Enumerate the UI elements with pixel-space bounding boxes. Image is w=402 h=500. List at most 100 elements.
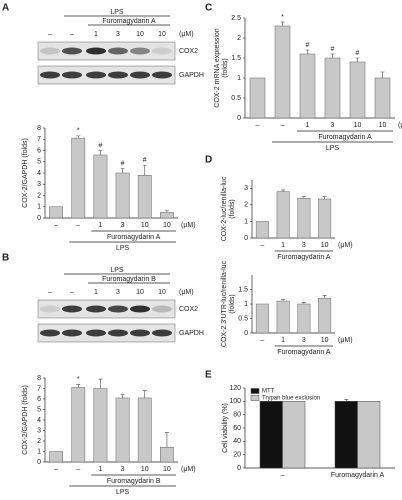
band	[40, 47, 60, 55]
error-bar	[281, 189, 286, 192]
x-tick-label: 3	[121, 466, 125, 473]
y-tick-label: 8	[37, 125, 41, 132]
significance-marker: #	[306, 42, 310, 49]
x-tick-label: 10	[321, 337, 329, 344]
y-tick-label: 2	[37, 438, 41, 445]
unit-label: (μM)	[338, 337, 353, 344]
blot-box	[37, 299, 176, 319]
treatment-label: LPS	[116, 489, 130, 496]
y-tick-label: 3	[244, 185, 248, 192]
y-tick-label: 1	[237, 75, 241, 82]
band	[152, 71, 172, 79]
compound-label: Furomagydarin A	[277, 254, 331, 261]
y-tick-label: 40	[233, 438, 241, 445]
panel-label: B	[2, 253, 9, 264]
bar	[115, 172, 130, 219]
bar	[297, 197, 311, 239]
significance-marker: *	[77, 376, 80, 383]
band	[108, 47, 128, 55]
bar	[276, 191, 290, 239]
lane-label: 3	[116, 31, 120, 38]
error-bar	[301, 196, 306, 199]
y-tick-label: 20	[233, 452, 241, 459]
band	[130, 47, 150, 55]
y-axis-label: COX-2/GAPDH (folds)	[22, 138, 29, 208]
band	[152, 47, 172, 55]
error-bar	[98, 150, 103, 155]
bar	[160, 212, 174, 219]
x-tick-label: 3	[331, 122, 335, 129]
bar	[318, 198, 332, 239]
bar	[160, 447, 174, 463]
error-bar	[142, 164, 147, 176]
lane-label: –	[48, 289, 52, 296]
bar	[276, 300, 290, 334]
band	[86, 305, 106, 313]
compound-label: Furomagydarin B	[102, 276, 156, 283]
treatment-label: LPS	[110, 267, 124, 274]
x-tick-label: –	[260, 337, 264, 344]
x-tick-label: 10	[321, 242, 329, 249]
x-tick-label: 10	[163, 466, 171, 473]
x-tick-label: –	[281, 472, 285, 479]
x-tick-label: 3	[302, 242, 306, 249]
lane-label: 10	[136, 31, 144, 38]
legend-swatch	[250, 395, 260, 401]
y-tick-label: 0.5	[238, 315, 248, 322]
y-axis-label: COX-2 mRNA expression	[214, 28, 221, 107]
band	[86, 329, 106, 337]
error-bar	[301, 302, 306, 304]
compound-label: Furomagydarin A	[318, 134, 372, 141]
bar	[137, 175, 152, 219]
y-tick-label: 1	[37, 448, 41, 455]
y-tick-label: 60	[233, 425, 241, 432]
band	[62, 71, 82, 79]
band	[130, 71, 150, 79]
y-tick-label: 0	[237, 465, 241, 472]
y-axis-label: (folds)	[229, 199, 236, 218]
x-tick-label: –	[54, 466, 58, 473]
panel-label: D	[205, 155, 212, 166]
band	[62, 329, 82, 337]
bar	[334, 401, 358, 469]
significance-marker: *	[281, 14, 284, 21]
bar	[297, 303, 311, 334]
x-tick-label: Furomagydarin A	[331, 472, 385, 479]
bar	[374, 77, 391, 119]
unit-label: (μM)	[398, 122, 402, 129]
band	[108, 305, 128, 313]
error-bar	[164, 432, 169, 448]
error-bar	[355, 57, 360, 62]
x-tick-label: 1	[281, 242, 285, 249]
y-tick-label: 1	[37, 204, 41, 211]
x-tick-label: 10	[141, 222, 149, 229]
y-tick-label: 2.5	[231, 15, 241, 22]
lane-label: 10	[158, 289, 166, 296]
unit-label: (μM)	[179, 289, 194, 296]
y-tick-label: 0	[237, 115, 241, 122]
bar	[274, 25, 291, 119]
error-bar	[280, 21, 285, 26]
y-tick-label: 6	[37, 396, 41, 403]
x-tick-label: 10	[141, 466, 149, 473]
y-tick-label: 0	[37, 459, 41, 466]
bar	[318, 297, 332, 334]
significance-marker: *	[77, 128, 80, 135]
y-axis-label: (folds)	[229, 294, 236, 313]
x-tick-label: 10	[379, 122, 387, 129]
unit-label: (μM)	[179, 31, 194, 38]
y-axis-label: Cell viability (%)	[222, 403, 229, 453]
error-bar	[380, 71, 385, 78]
bar	[137, 397, 152, 463]
bar	[255, 303, 269, 334]
treatment-label: LPS	[326, 145, 340, 152]
error-bar	[120, 168, 125, 173]
legend-label: Trypan blue exclusion	[262, 396, 320, 402]
band	[152, 329, 172, 337]
y-tick-label: 4	[37, 417, 41, 424]
bar	[93, 388, 108, 463]
band	[86, 71, 106, 79]
significance-marker: #	[121, 160, 125, 167]
legend-label: MTT	[262, 389, 275, 395]
lane-label: 10	[158, 31, 166, 38]
